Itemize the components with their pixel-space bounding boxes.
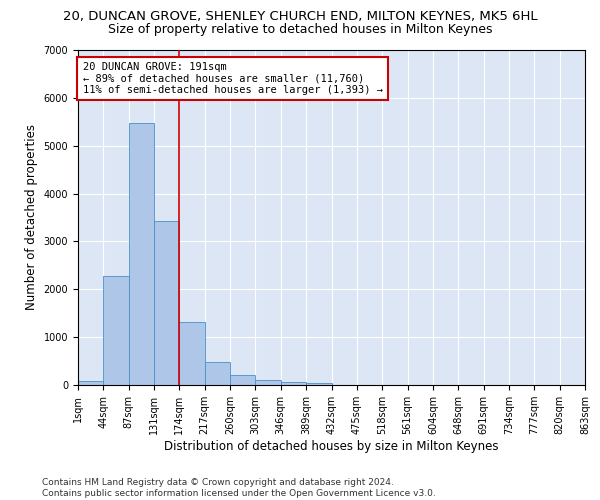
Text: 20, DUNCAN GROVE, SHENLEY CHURCH END, MILTON KEYNES, MK5 6HL: 20, DUNCAN GROVE, SHENLEY CHURCH END, MI… [62, 10, 538, 23]
Y-axis label: Number of detached properties: Number of detached properties [25, 124, 38, 310]
Text: 20 DUNCAN GROVE: 191sqm
← 89% of detached houses are smaller (11,760)
11% of sem: 20 DUNCAN GROVE: 191sqm ← 89% of detache… [83, 62, 383, 95]
Bar [78, 381, 103, 385]
Bar [205, 362, 230, 385]
Bar [154, 222, 179, 385]
X-axis label: Distribution of detached houses by size in Milton Keynes: Distribution of detached houses by size … [164, 440, 499, 453]
Text: Contains HM Land Registry data © Crown copyright and database right 2024.
Contai: Contains HM Land Registry data © Crown c… [42, 478, 436, 498]
Bar [128, 122, 154, 385]
Text: Size of property relative to detached houses in Milton Keynes: Size of property relative to detached ho… [108, 23, 492, 36]
Bar [103, 276, 128, 385]
Bar [179, 322, 205, 385]
Bar [256, 380, 281, 385]
Bar [281, 382, 306, 385]
Bar [230, 376, 256, 385]
Bar [306, 382, 331, 385]
